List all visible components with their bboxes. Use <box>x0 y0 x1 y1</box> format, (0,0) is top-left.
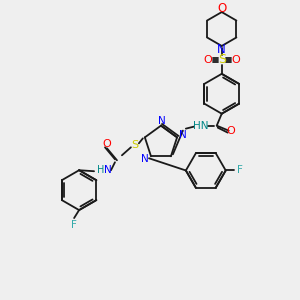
Text: N: N <box>179 130 187 140</box>
Text: O: O <box>103 139 111 149</box>
Text: O: O <box>203 55 212 65</box>
Text: HN: HN <box>193 121 208 130</box>
Text: N: N <box>141 154 149 164</box>
Text: O: O <box>217 2 226 15</box>
Text: S: S <box>131 140 139 150</box>
Text: S: S <box>218 53 226 66</box>
Text: O: O <box>231 55 240 65</box>
Text: F: F <box>71 220 77 230</box>
Text: N: N <box>218 44 226 56</box>
Text: N: N <box>104 165 112 175</box>
Text: N: N <box>158 116 166 126</box>
Text: F: F <box>237 166 243 176</box>
Text: O: O <box>226 126 235 136</box>
Text: H: H <box>97 165 105 175</box>
